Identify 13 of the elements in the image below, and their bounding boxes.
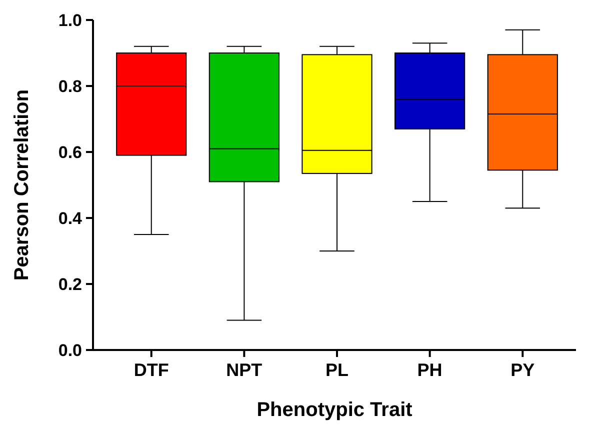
x-tick-label: PH xyxy=(417,360,442,380)
y-tick-label: 0.4 xyxy=(58,208,83,228)
y-tick-label: 0.2 xyxy=(58,274,82,294)
x-tick-label: NPT xyxy=(226,360,262,380)
y-tick-label: 0.6 xyxy=(58,142,82,162)
y-tick-label: 0.0 xyxy=(58,340,82,360)
x-tick-label: DTF xyxy=(134,360,169,380)
y-axis-title: Pearson Correlation xyxy=(11,89,33,281)
y-tick-label: 0.8 xyxy=(58,76,82,96)
x-tick-label: PL xyxy=(325,360,349,380)
y-tick-label: 1.0 xyxy=(58,10,82,30)
x-tick-label: PY xyxy=(510,360,535,380)
x-axis-title: Phenotypic Trait xyxy=(256,399,413,421)
